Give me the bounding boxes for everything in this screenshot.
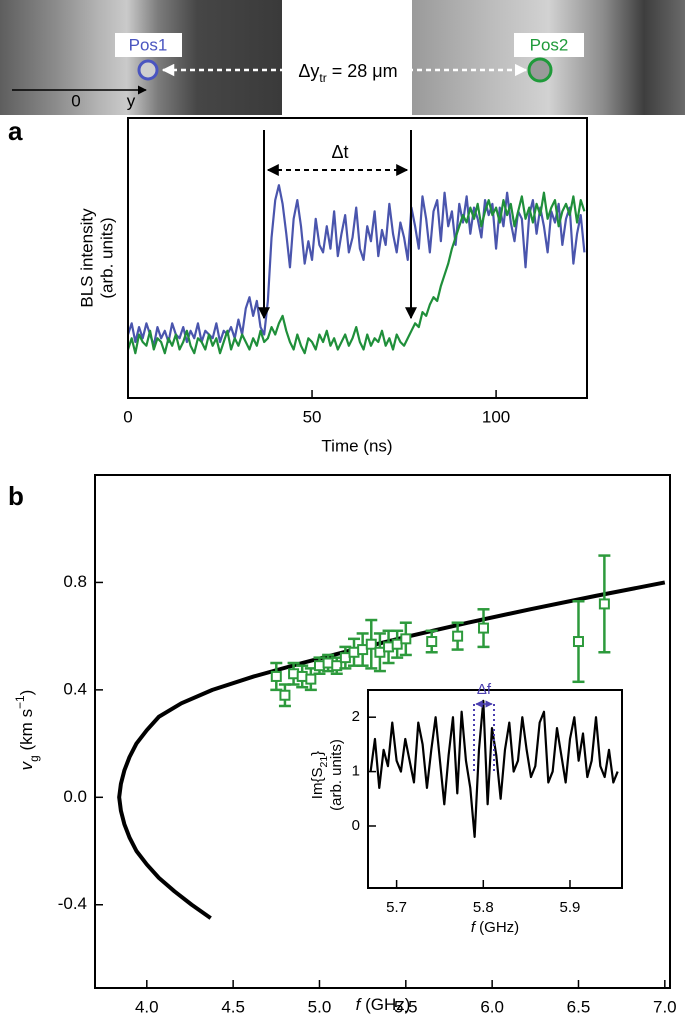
axes-frame	[367, 689, 623, 889]
data-point	[400, 633, 412, 645]
y-tick-label: -0.4	[58, 894, 87, 913]
x-axis-label-part: f	[356, 995, 363, 1014]
x-tick-label: 4.5	[221, 997, 245, 1016]
y-tick-label: 0.0	[63, 787, 87, 806]
y-axis-label-part: g	[27, 755, 41, 762]
pos1-marker	[137, 59, 159, 81]
y-tick-label: 0	[352, 817, 360, 834]
y-axis-label: vg (km s−1)	[13, 690, 41, 771]
pos1-box	[115, 33, 182, 57]
distance-label-part: = 28 μm	[327, 61, 398, 81]
series-group	[128, 184, 586, 355]
x-axis-label: f (GHz)	[356, 995, 411, 1014]
pos2-box	[514, 33, 584, 57]
y-axis-label: BLS intensity	[77, 208, 96, 308]
x-tick-label: 6.0	[480, 997, 504, 1016]
x-axis-label-part: (GHz)	[475, 919, 519, 936]
data-point	[452, 630, 464, 642]
x-tick-label: 5.5	[394, 997, 418, 1016]
panel-label: b	[8, 481, 24, 511]
x-tick-label: 5.9	[560, 899, 581, 916]
series-group	[117, 554, 666, 920]
axes-frame	[127, 117, 588, 399]
y-tick-label: 0.4	[63, 679, 87, 698]
data-line	[117, 580, 666, 920]
y-axis-label: (arb. units)	[328, 739, 345, 811]
x-axis-label: Time (ns)	[321, 436, 392, 455]
x-tick-label: 100	[482, 407, 510, 426]
x-tick-label: 0	[123, 407, 132, 426]
x-tick-label: 4.0	[135, 997, 159, 1016]
micrograph-right	[412, 0, 685, 115]
distance-label-part: Δy	[298, 61, 319, 81]
annotation: Δf	[477, 681, 492, 698]
y-axis-label-part: (km s	[17, 709, 36, 755]
data-point	[305, 673, 317, 685]
x-tick-label: 6.5	[567, 997, 591, 1016]
data-line	[128, 191, 586, 355]
data-point	[365, 638, 377, 650]
x-tick-label: 7.0	[653, 997, 677, 1016]
x-tick-label: 5.7	[386, 899, 407, 916]
distance-label: Δytr = 28 μm	[298, 61, 397, 85]
x-axis-label-part: (GHz)	[360, 995, 410, 1014]
y-axis-label-part: Im{S	[309, 768, 326, 800]
data-point	[279, 689, 291, 701]
y-axis-label-part: −1	[13, 695, 27, 709]
y-axis-label-part: v	[17, 760, 36, 770]
x-axis-label: f (GHz)	[471, 919, 519, 936]
micrographs: Δytr = 28 μm Pos1 Pos2 0 y	[0, 0, 685, 115]
distance-label-part: tr	[319, 71, 326, 85]
data-point	[598, 598, 610, 610]
data-point	[426, 636, 438, 648]
pos2-marker	[527, 57, 553, 83]
y-axis-label: (arb. units)	[97, 217, 116, 298]
annotation: Δt	[331, 142, 348, 162]
annotations: a b Δt Δf	[8, 116, 495, 772]
x-tick-label: 5.0	[308, 997, 332, 1016]
y-tick-label: 0.8	[63, 572, 87, 591]
y-tick-label: 1	[352, 763, 360, 780]
origin-label: 0	[71, 91, 80, 110]
panel-label: a	[8, 116, 23, 146]
pos1-label: Pos1	[129, 35, 168, 54]
series-group	[369, 699, 619, 838]
micrograph-left	[0, 0, 282, 115]
axes-frame	[94, 474, 671, 989]
data-point	[478, 622, 490, 634]
x-axis-label-part: f	[471, 919, 477, 936]
x-tick-label: 5.8	[473, 899, 494, 916]
data-line	[128, 184, 586, 347]
pos2-label: Pos2	[530, 35, 569, 54]
axis-label: y	[127, 91, 136, 110]
y-axis-label: Im{S21}	[309, 751, 330, 799]
data-line	[369, 699, 619, 838]
y-axis-label-part: }	[309, 751, 326, 756]
x-tick-label: 50	[303, 407, 322, 426]
data-point	[572, 636, 584, 648]
data-point	[270, 670, 282, 682]
y-tick-label: 2	[352, 708, 360, 725]
y-axis-label-part: 21	[318, 756, 330, 768]
inset-background	[368, 690, 622, 888]
data-point	[331, 660, 343, 672]
y-axis-label-part: )	[17, 690, 36, 696]
